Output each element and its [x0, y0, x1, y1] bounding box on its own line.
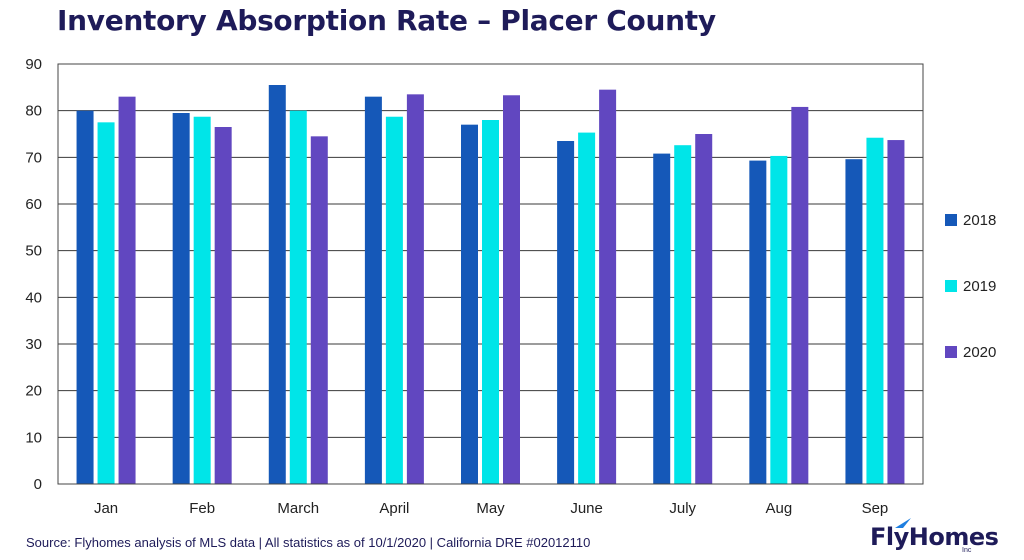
- y-tick-label: 90: [25, 56, 42, 73]
- y-tick-label: 0: [34, 476, 42, 493]
- x-tick-label: April: [379, 500, 409, 517]
- bar-2019-feb: [193, 116, 211, 484]
- legend-swatch: [945, 346, 957, 358]
- bar-2018-aug: [749, 160, 767, 484]
- bar-2020-june: [599, 89, 617, 485]
- bar-2018-june: [557, 141, 575, 484]
- bar-2019-march: [289, 110, 307, 485]
- bar-2019-june: [578, 132, 596, 484]
- bar-2019-aug: [770, 155, 788, 484]
- bar-2019-april: [385, 116, 403, 484]
- bar-2018-july: [653, 153, 671, 484]
- flyhomes-logo: FlyHomes Inc: [870, 518, 999, 555]
- bar-2020-aug: [791, 106, 809, 484]
- x-tick-label: Sep: [862, 500, 889, 517]
- bar-2019-may: [482, 120, 499, 484]
- bar-2020-sep: [887, 140, 905, 485]
- x-tick-label: Aug: [765, 500, 792, 517]
- y-tick-label: 50: [25, 243, 42, 260]
- y-axis-ticks: 0 10 20 30 40 50 60 70 80 90: [25, 56, 42, 493]
- legend-label: 2019: [963, 278, 996, 295]
- logo-wordmark: FlyHomes: [870, 523, 999, 551]
- bar-2018-may: [461, 124, 478, 485]
- bar-2020-jan: [118, 96, 136, 485]
- legend-swatch: [945, 214, 957, 226]
- legend-item-2018: 2018: [945, 212, 996, 229]
- bar-2019-jan: [97, 122, 115, 484]
- bar-2018-march: [268, 85, 286, 484]
- plot-area-frame: [57, 63, 924, 485]
- x-tick-label: May: [476, 500, 505, 517]
- wing-icon: [895, 518, 911, 528]
- bars: [76, 85, 905, 485]
- bar-2020-may: [503, 95, 520, 485]
- bar-2020-march: [310, 136, 328, 485]
- y-tick-label: 70: [25, 149, 42, 166]
- legend-label: 2020: [963, 344, 996, 361]
- legend-label: 2018: [963, 212, 996, 229]
- bar-2019-sep: [866, 137, 884, 484]
- legend-swatch: [945, 280, 957, 292]
- logo-inc: Inc: [962, 547, 972, 554]
- y-tick-label: 10: [25, 429, 42, 446]
- source-footnote: Source: Flyhomes analysis of MLS data | …: [26, 535, 591, 550]
- x-tick-label: Jan: [94, 500, 118, 517]
- bar-2018-sep: [845, 159, 863, 484]
- bar-2018-feb: [172, 113, 190, 484]
- legend: 2018 2019 2020: [945, 212, 996, 361]
- legend-item-2019: 2019: [945, 278, 996, 295]
- x-tick-label: June: [570, 500, 603, 517]
- bar-2020-feb: [214, 127, 232, 484]
- x-tick-label: July: [669, 500, 696, 517]
- bar-2019-july: [674, 145, 692, 484]
- x-tick-label: Feb: [189, 500, 215, 517]
- y-tick-label: 30: [25, 336, 42, 353]
- y-tick-label: 20: [25, 383, 42, 400]
- bar-2020-april: [406, 94, 424, 484]
- bar-2018-april: [364, 96, 382, 485]
- bar-2020-july: [695, 134, 713, 484]
- y-tick-label: 60: [25, 196, 42, 213]
- x-tick-label: March: [277, 500, 319, 517]
- y-tick-label: 40: [25, 289, 42, 306]
- chart-title: Inventory Absorption Rate – Placer Count…: [57, 4, 716, 37]
- legend-item-2020: 2020: [945, 344, 996, 361]
- y-tick-label: 80: [25, 103, 42, 120]
- x-axis-ticks: Jan Feb March April May June July Aug Sep: [94, 500, 888, 517]
- bar-2018-jan: [76, 110, 94, 485]
